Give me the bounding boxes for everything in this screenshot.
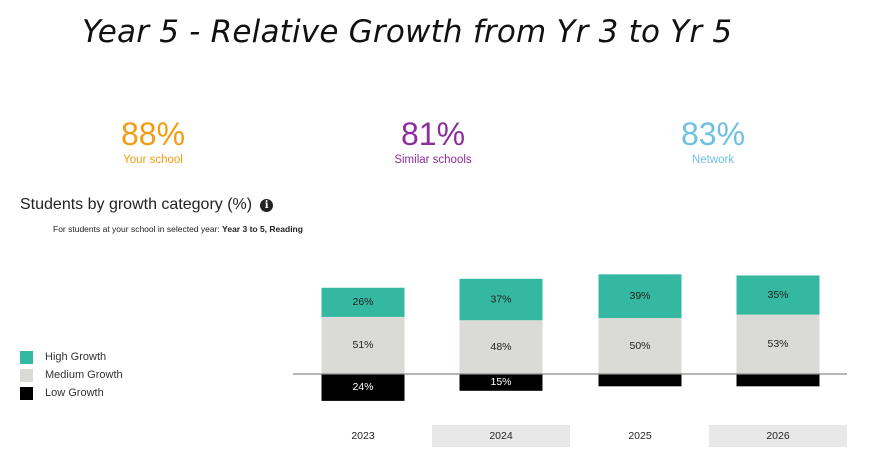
label-low-growth-2024: 15% xyxy=(490,376,511,388)
kpi-your-school-value: 88% xyxy=(120,116,186,152)
legend-label-high-growth: High Growth xyxy=(45,351,107,363)
legend-swatch-high-growth xyxy=(20,350,33,364)
label-medium-growth-2024: 48% xyxy=(490,341,511,353)
legend-item-low-growth: Low Growth xyxy=(20,384,123,402)
category-label-2023: 2023 xyxy=(351,430,375,442)
chart-heading: Students by growth category (%) i xyxy=(20,196,274,214)
bar-medium-growth-2026 xyxy=(736,314,820,374)
bar-high-growth-2025 xyxy=(598,274,682,318)
kpi-similar-schools-label: Similar schools xyxy=(394,154,472,166)
category-label-2024: 2024 xyxy=(489,430,513,442)
kpi-similar-schools: 81% Similar schools xyxy=(353,116,513,168)
chart-subtitle-value: Year 3 to 5, Reading xyxy=(222,224,303,234)
legend-label-low-growth: Low Growth xyxy=(45,387,104,399)
chart-subtitle: For students at your school in selected … xyxy=(53,224,303,234)
label-medium-growth-2026: 53% xyxy=(767,338,788,350)
bar-medium-growth-2025 xyxy=(598,318,682,374)
category-highlight-2024 xyxy=(432,425,570,447)
bar-low-growth-2024 xyxy=(459,374,543,391)
bar-high-growth-2026 xyxy=(736,275,820,315)
kpi-network-label: Network xyxy=(691,154,735,166)
label-high-growth-2025: 39% xyxy=(629,290,650,302)
legend-swatch-medium-growth xyxy=(20,368,33,382)
kpi-similar-schools-value: 81% xyxy=(400,116,466,152)
legend-swatch-low-growth xyxy=(20,386,33,400)
label-medium-growth-2023: 51% xyxy=(352,339,373,351)
legend-label-medium-growth: Medium Growth xyxy=(45,369,123,381)
chart-subtitle-prefix: For students at your school in selected … xyxy=(53,224,220,234)
info-icon[interactable]: i xyxy=(260,199,274,212)
kpi-network: 83% Network xyxy=(633,116,793,168)
category-highlight-2026 xyxy=(709,425,847,447)
bar-low-growth-2023 xyxy=(321,374,405,401)
bar-low-growth-2026 xyxy=(736,374,820,387)
category-label-2025: 2025 xyxy=(628,430,652,442)
label-low-growth-2023: 24% xyxy=(352,381,373,393)
bar-medium-growth-2023 xyxy=(321,316,405,374)
bar-low-growth-2025 xyxy=(598,374,682,387)
chart-heading-text: Students by growth category (%) xyxy=(20,196,253,213)
label-high-growth-2026: 35% xyxy=(767,289,788,301)
kpi-your-school: 88% Your school xyxy=(73,116,233,168)
bar-high-growth-2023 xyxy=(321,287,405,317)
label-high-growth-2023: 26% xyxy=(352,296,373,308)
category-label-2026: 2026 xyxy=(766,430,790,442)
legend-item-high-growth: High Growth xyxy=(20,348,123,366)
slide-title: Year 5 - Relative Growth from Yr 3 to Yr… xyxy=(82,14,733,50)
bar-high-growth-2024 xyxy=(459,278,543,321)
label-medium-growth-2025: 50% xyxy=(629,340,650,352)
kpi-your-school-label: Your school xyxy=(123,154,183,166)
legend-item-medium-growth: Medium Growth xyxy=(20,366,123,384)
kpi-network-value: 83% xyxy=(680,116,746,152)
bar-medium-growth-2024 xyxy=(459,320,543,374)
label-high-growth-2024: 37% xyxy=(490,293,511,305)
chart-legend: High Growth Medium Growth Low Growth xyxy=(20,348,123,402)
